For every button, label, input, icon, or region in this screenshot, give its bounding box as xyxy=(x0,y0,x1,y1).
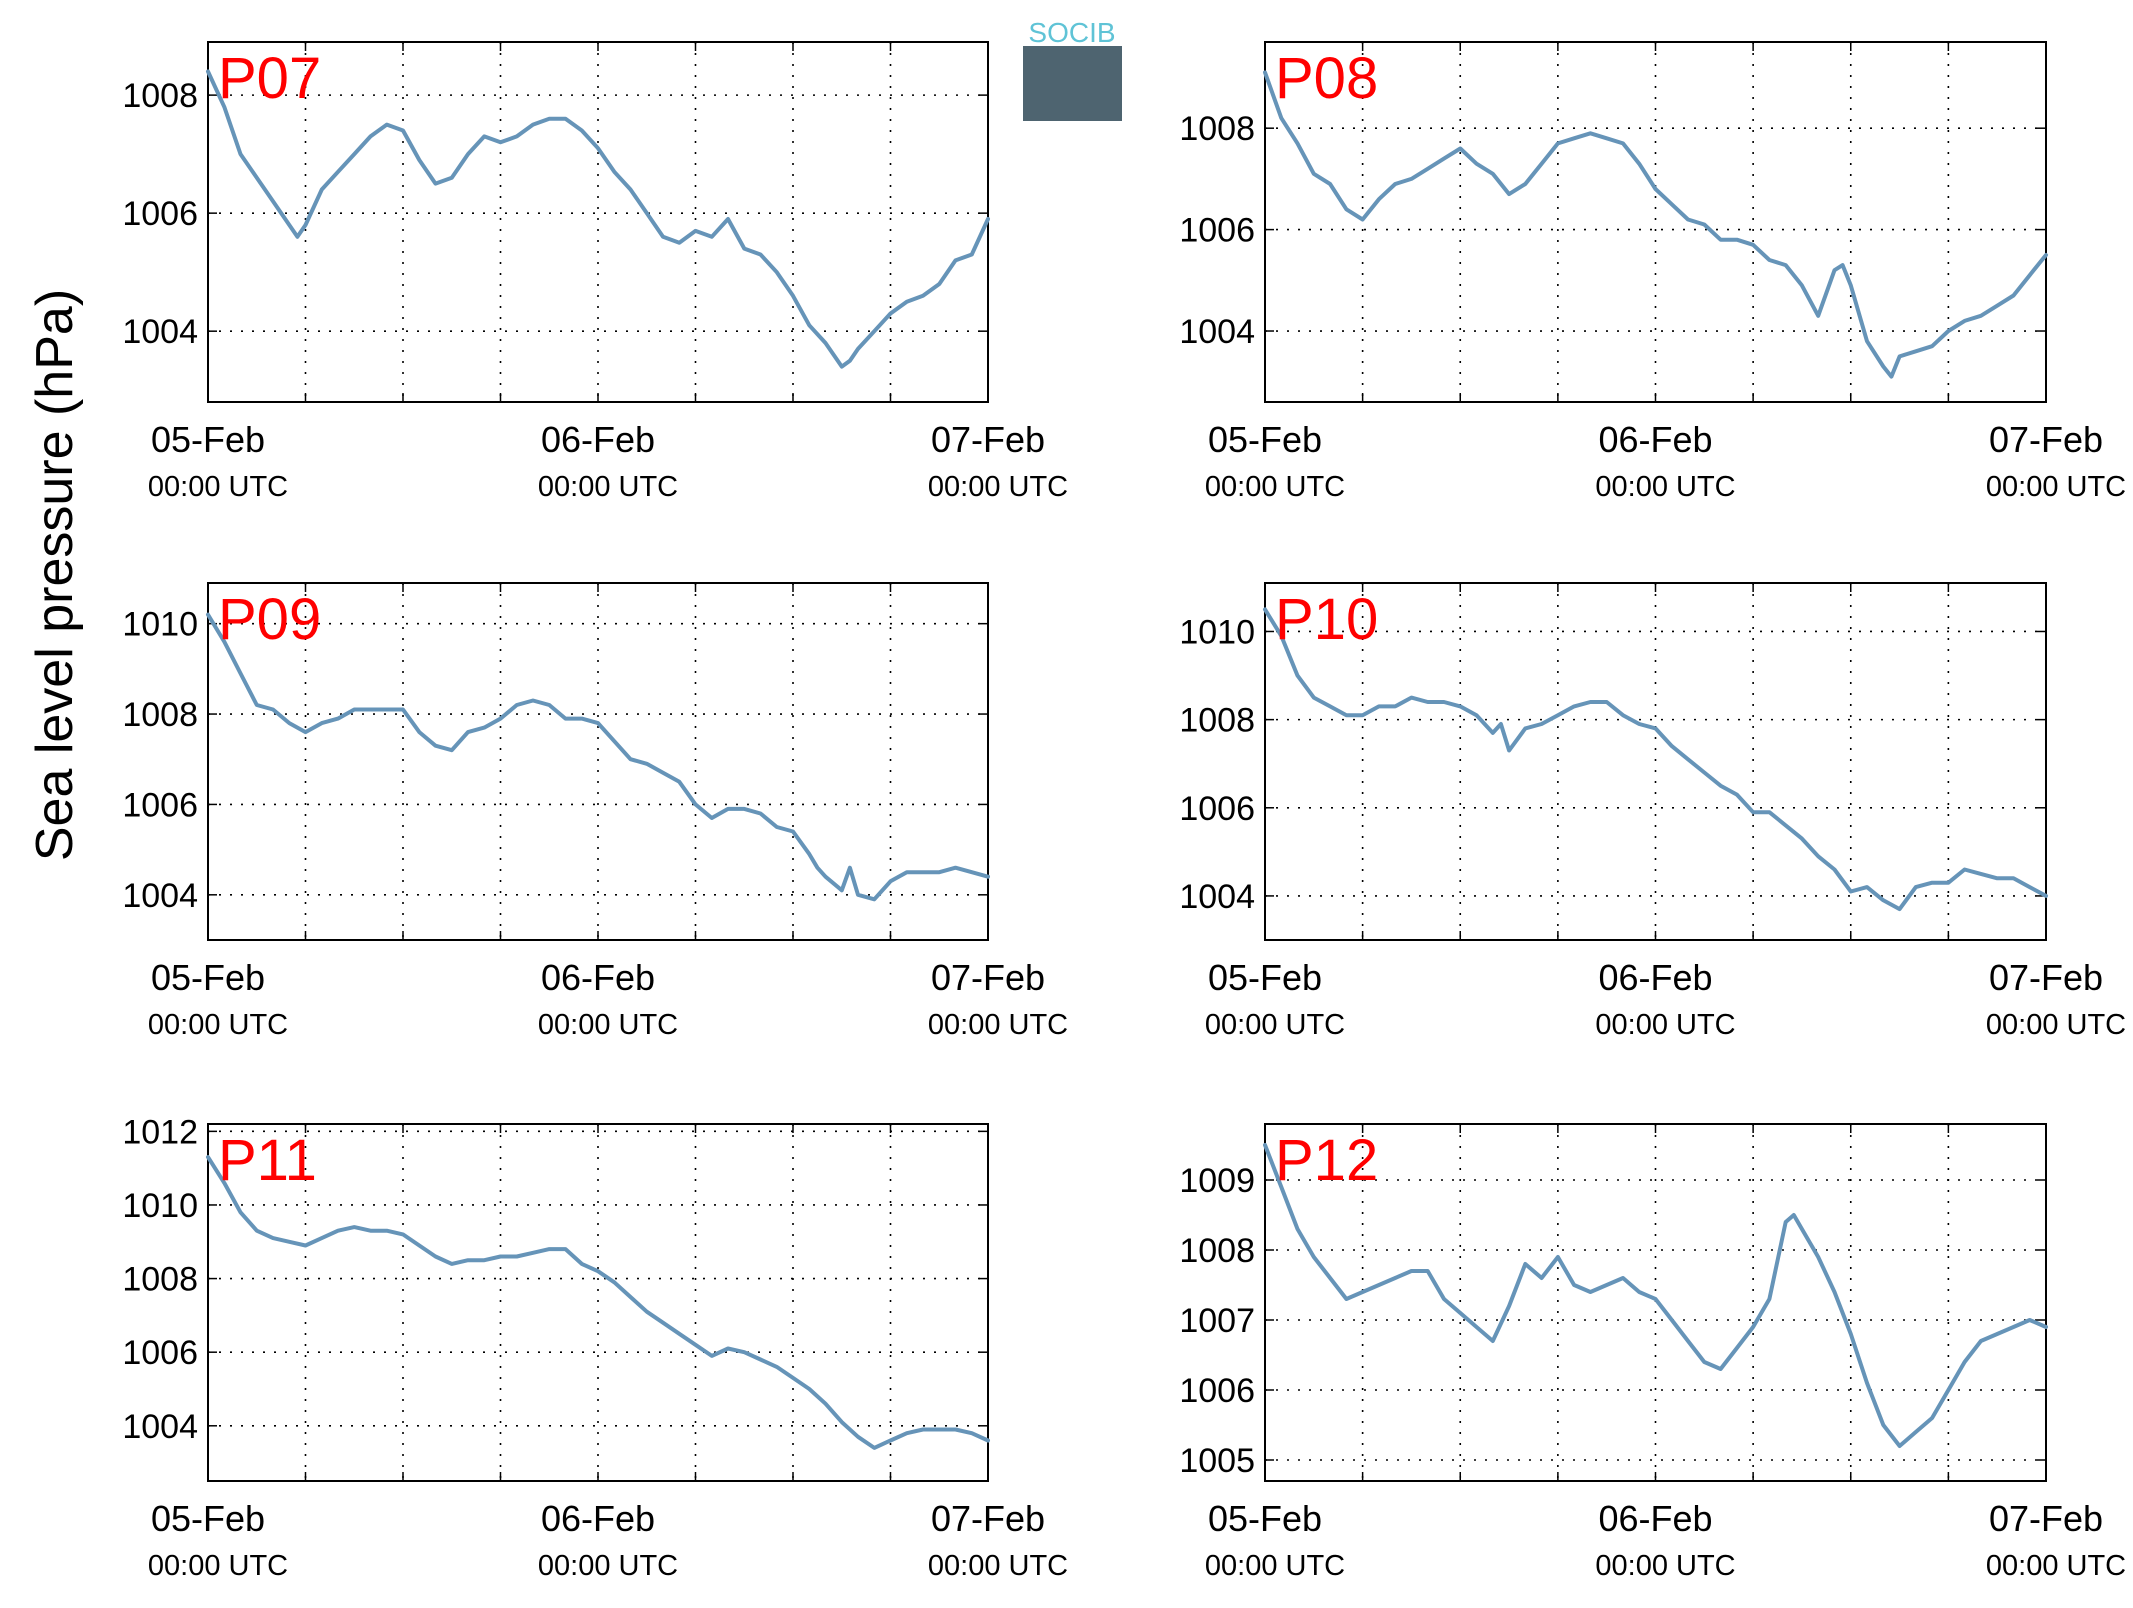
x-tick-sublabel: 00:00 UTC xyxy=(148,471,288,503)
x-tick-sublabel: 00:00 UTC xyxy=(1986,1550,2126,1582)
x-tick-sublabel: 00:00 UTC xyxy=(538,1009,678,1041)
x-tick-sublabel: 00:00 UTC xyxy=(1595,1009,1735,1041)
y-tick-label: 1010 xyxy=(122,1187,198,1225)
y-tick-label: 1004 xyxy=(1179,878,1255,916)
y-tick-label: 1010 xyxy=(1179,613,1255,651)
x-tick-label: 07-Feb xyxy=(1989,1498,2103,1539)
x-tick-sublabel: 00:00 UTC xyxy=(148,1009,288,1041)
socib-logo: SOCIB xyxy=(1023,17,1122,121)
x-tick-label: 05-Feb xyxy=(1208,1498,1322,1539)
series-line-p10 xyxy=(1263,607,2048,912)
y-tick-label: 1008 xyxy=(1179,702,1255,740)
logo-text: SOCIB xyxy=(1028,17,1115,48)
x-tick-label: 06-Feb xyxy=(541,419,655,460)
x-tick-sublabel: 00:00 UTC xyxy=(1595,1550,1735,1582)
x-tick-sublabel: 00:00 UTC xyxy=(1205,1009,1345,1041)
x-tick-label: 06-Feb xyxy=(541,1498,655,1539)
x-tick-label: 07-Feb xyxy=(931,419,1045,460)
y-tick-label: 1004 xyxy=(122,877,198,915)
x-tick-label: 07-Feb xyxy=(1989,419,2103,460)
y-tick-label: 1008 xyxy=(122,1261,198,1299)
x-tick-label: 07-Feb xyxy=(931,957,1045,998)
x-tick-sublabel: 00:00 UTC xyxy=(1595,471,1735,503)
x-tick-sublabel: 00:00 UTC xyxy=(148,1550,288,1582)
x-tick-label: 05-Feb xyxy=(1208,957,1322,998)
panels-group: 1004 1006 1008 05-Feb 00:00 UTC 06-Feb 00:00 U… xyxy=(122,41,2126,1582)
panel-p09: 1004 1006 1008 1010 05-Feb 00:00 UTC 06-Feb 00:… xyxy=(122,582,1068,1041)
station-label: P09 xyxy=(218,587,321,652)
y-tick-label: 1005 xyxy=(1179,1442,1255,1480)
panel-p08: 1004 1006 1008 05-Feb 00:00 UTC 06-Feb 00:00 U… xyxy=(1179,41,2126,503)
y-tick-label: 1008 xyxy=(1179,110,1255,148)
y-tick-label: 1006 xyxy=(1179,1372,1255,1410)
x-tick-label: 06-Feb xyxy=(1598,419,1712,460)
x-tick-label: 06-Feb xyxy=(1598,1498,1712,1539)
x-tick-label: 05-Feb xyxy=(151,957,265,998)
x-tick-label: 06-Feb xyxy=(1598,957,1712,998)
panel-p07: 1004 1006 1008 05-Feb 00:00 UTC 06-Feb 00:00 U… xyxy=(122,41,1068,503)
y-tick-label: 1006 xyxy=(122,786,198,824)
x-tick-sublabel: 00:00 UTC xyxy=(1986,471,2126,503)
x-tick-sublabel: 00:00 UTC xyxy=(538,1550,678,1582)
y-tick-label: 1009 xyxy=(1179,1162,1255,1200)
x-tick-sublabel: 00:00 UTC xyxy=(538,471,678,503)
series-line-p09 xyxy=(206,612,990,902)
y-tick-label: 1010 xyxy=(122,606,198,644)
station-label: P11 xyxy=(218,1128,317,1193)
station-label: P08 xyxy=(1275,46,1378,111)
series-line-p07 xyxy=(206,69,990,369)
plot-frame xyxy=(207,1123,989,1482)
x-tick-sublabel: 00:00 UTC xyxy=(1205,471,1345,503)
x-tick-sublabel: 00:00 UTC xyxy=(1986,1009,2126,1041)
y-tick-label: 1007 xyxy=(1179,1302,1255,1340)
panel-p11: 1004 1006 1008 1010 1012 05-Feb 00:00 UTC 06-Fe… xyxy=(122,1113,1068,1582)
plot-frame xyxy=(207,582,989,941)
y-axis-label: Sea level pressure (hPa) xyxy=(26,289,84,861)
y-tick-label: 1006 xyxy=(1179,212,1255,250)
x-tick-label: 05-Feb xyxy=(1208,419,1322,460)
x-tick-label: 05-Feb xyxy=(151,1498,265,1539)
plot-frame xyxy=(1264,582,2047,941)
y-tick-label: 1008 xyxy=(1179,1232,1255,1270)
x-tick-sublabel: 00:00 UTC xyxy=(928,471,1068,503)
y-tick-label: 1008 xyxy=(122,696,198,734)
x-tick-label: 07-Feb xyxy=(1989,957,2103,998)
y-tick-label: 1004 xyxy=(122,1408,198,1446)
y-tick-label: 1006 xyxy=(1179,790,1255,828)
x-tick-sublabel: 00:00 UTC xyxy=(1205,1550,1345,1582)
x-tick-label: 05-Feb xyxy=(151,419,265,460)
x-tick-label: 06-Feb xyxy=(541,957,655,998)
panel-p12: 1005 1006 1007 1008 1009 05-Feb 00:00 UTC 06-Fe… xyxy=(1179,1123,2126,1582)
station-label: P07 xyxy=(218,46,321,111)
y-tick-label: 1006 xyxy=(122,195,198,233)
y-tick-label: 1012 xyxy=(122,1113,198,1151)
y-tick-label: 1004 xyxy=(122,313,198,351)
station-label: P12 xyxy=(1275,1128,1378,1193)
station-label: P10 xyxy=(1275,587,1378,652)
logo-box xyxy=(1023,46,1122,121)
series-line-p08 xyxy=(1263,70,2048,379)
y-tick-label: 1004 xyxy=(1179,313,1255,351)
plot-frame xyxy=(1264,41,2047,403)
y-tick-label: 1008 xyxy=(122,77,198,115)
plot-frame xyxy=(207,41,989,403)
x-tick-label: 07-Feb xyxy=(931,1498,1045,1539)
x-tick-sublabel: 00:00 UTC xyxy=(928,1009,1068,1041)
series-line-p12 xyxy=(1263,1143,2048,1448)
plot-frame xyxy=(1264,1123,2047,1482)
panel-p10: 1004 1006 1008 1010 05-Feb 00:00 UTC 06-Feb 00:… xyxy=(1179,582,2126,1041)
x-tick-sublabel: 00:00 UTC xyxy=(928,1550,1068,1582)
y-tick-label: 1006 xyxy=(122,1334,198,1372)
series-line-p11 xyxy=(206,1155,990,1450)
